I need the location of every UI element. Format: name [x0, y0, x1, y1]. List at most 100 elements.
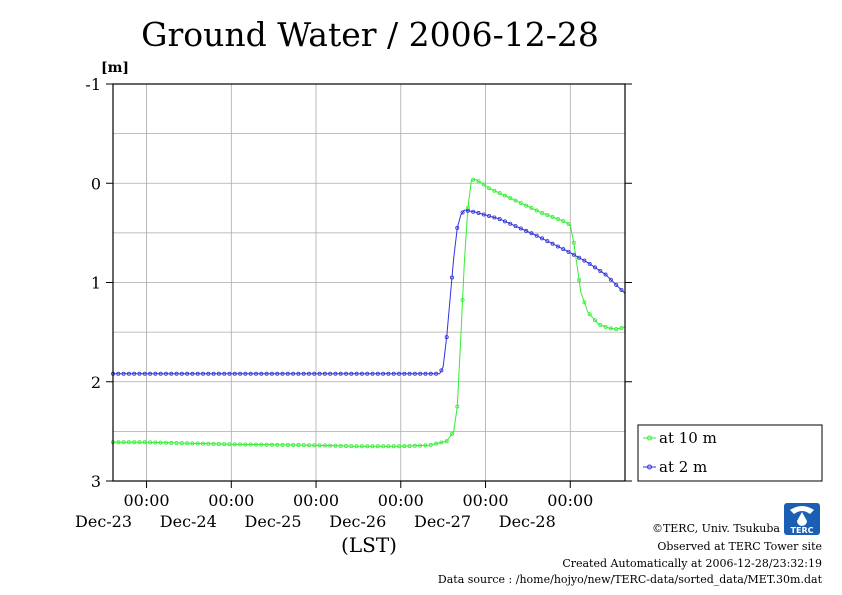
series-point-1	[301, 371, 306, 376]
axis-layer: -1 0 1 2 3 00:00 Dec-23 00:00 Dec-24 00:00 Dec-25 0…	[75, 75, 632, 531]
series-point-1	[291, 371, 296, 376]
series-point-1	[566, 249, 571, 254]
series-point-1	[375, 371, 380, 376]
series-point-1	[476, 211, 481, 216]
series-point-0	[444, 439, 449, 444]
x-tick-time-label: 00:00	[293, 491, 339, 510]
series-point-1	[465, 208, 470, 213]
series-point-0	[497, 191, 502, 196]
series-point-0	[545, 213, 550, 218]
series-layer	[111, 177, 626, 449]
series-point-0	[132, 440, 137, 445]
series-point-1	[460, 210, 465, 215]
series-point-0	[328, 443, 333, 448]
series-point-1	[328, 371, 333, 376]
series-point-1	[163, 371, 168, 376]
series-point-1	[577, 255, 582, 260]
series-point-0	[275, 442, 280, 447]
x-axis-label: (LST)	[341, 533, 397, 557]
series-point-0	[222, 442, 227, 447]
series-point-1	[608, 277, 613, 282]
series-point-0	[582, 300, 587, 305]
series-point-1	[587, 261, 592, 266]
series-point-0	[195, 441, 200, 446]
credit-observed: Observed at TERC Tower site	[657, 540, 822, 553]
series-point-0	[179, 441, 184, 446]
y-tick-label: 0	[91, 174, 101, 193]
series-point-0	[418, 443, 423, 448]
series-point-1	[439, 368, 444, 373]
series-point-1	[492, 215, 497, 220]
series-point-1	[391, 371, 396, 376]
series-point-0	[296, 443, 301, 448]
series-point-0	[471, 177, 476, 182]
series-point-1	[312, 371, 317, 376]
series-point-0	[428, 442, 433, 447]
logo-text: TERC	[791, 526, 814, 535]
series-point-1	[153, 371, 158, 376]
series-point-1	[344, 371, 349, 376]
chart-title: Ground Water / 2006-12-28	[141, 15, 599, 54]
series-point-1	[561, 247, 566, 252]
series-point-1	[598, 268, 603, 273]
series-point-1	[137, 371, 142, 376]
series-point-1	[275, 371, 280, 376]
series-point-0	[163, 440, 168, 445]
series-point-1	[550, 241, 555, 246]
series-point-0	[592, 318, 597, 323]
series-point-0	[412, 443, 417, 448]
series-point-0	[254, 442, 259, 447]
series-point-1	[306, 371, 311, 376]
logo-drop-icon	[797, 512, 807, 526]
series-point-1	[195, 371, 200, 376]
series-point-1	[502, 219, 507, 224]
series-point-1	[185, 371, 190, 376]
series-point-0	[137, 440, 142, 445]
series-point-0	[571, 240, 576, 245]
series-point-1	[211, 371, 216, 376]
logo-wave-icon	[790, 506, 814, 514]
x-tick-date-label: Dec-27	[414, 512, 471, 531]
series-point-1	[571, 252, 576, 257]
x-tick-time-label: 00:00	[462, 491, 508, 510]
series-point-0	[402, 444, 407, 449]
x-tick-date-label: Dec-23	[75, 512, 132, 531]
series-point-0	[598, 322, 603, 327]
series-point-0	[492, 188, 497, 193]
series-point-0	[365, 444, 370, 449]
series-point-0	[386, 444, 391, 449]
series-point-1	[148, 371, 153, 376]
series-point-0	[211, 441, 216, 446]
series-point-1	[513, 224, 518, 229]
series-point-1	[592, 265, 597, 270]
series-point-0	[269, 442, 274, 447]
x-tick-date-label: Dec-25	[245, 512, 302, 531]
series-point-0	[423, 443, 428, 448]
series-point-0	[142, 440, 147, 445]
credit-source: Data source : /home/hojyo/new/TERC-data/…	[438, 573, 823, 586]
series-point-1	[428, 371, 433, 376]
series-point-0	[614, 327, 619, 332]
series-point-1	[179, 371, 184, 376]
grid	[113, 84, 625, 481]
series-point-1	[227, 371, 232, 376]
series-point-0	[338, 443, 343, 448]
series-point-0	[312, 443, 317, 448]
series-point-1	[354, 371, 359, 376]
x-tick-date-label: Dec-28	[499, 512, 556, 531]
series-point-0	[285, 442, 290, 447]
terc-logo: TERC	[784, 503, 820, 535]
series-point-1	[238, 371, 243, 376]
series-point-0	[126, 440, 131, 445]
y-tick-label: 1	[91, 274, 101, 293]
legend-label-at-2m: at 2 m	[659, 458, 707, 476]
series-point-0	[306, 443, 311, 448]
x-tick-time-label: 00:00	[378, 491, 424, 510]
series-point-0	[227, 442, 232, 447]
series-point-0	[476, 179, 481, 184]
y-tick-label: 2	[91, 373, 101, 392]
series-point-1	[333, 371, 338, 376]
series-point-1	[540, 236, 545, 241]
series-point-1	[508, 221, 513, 226]
